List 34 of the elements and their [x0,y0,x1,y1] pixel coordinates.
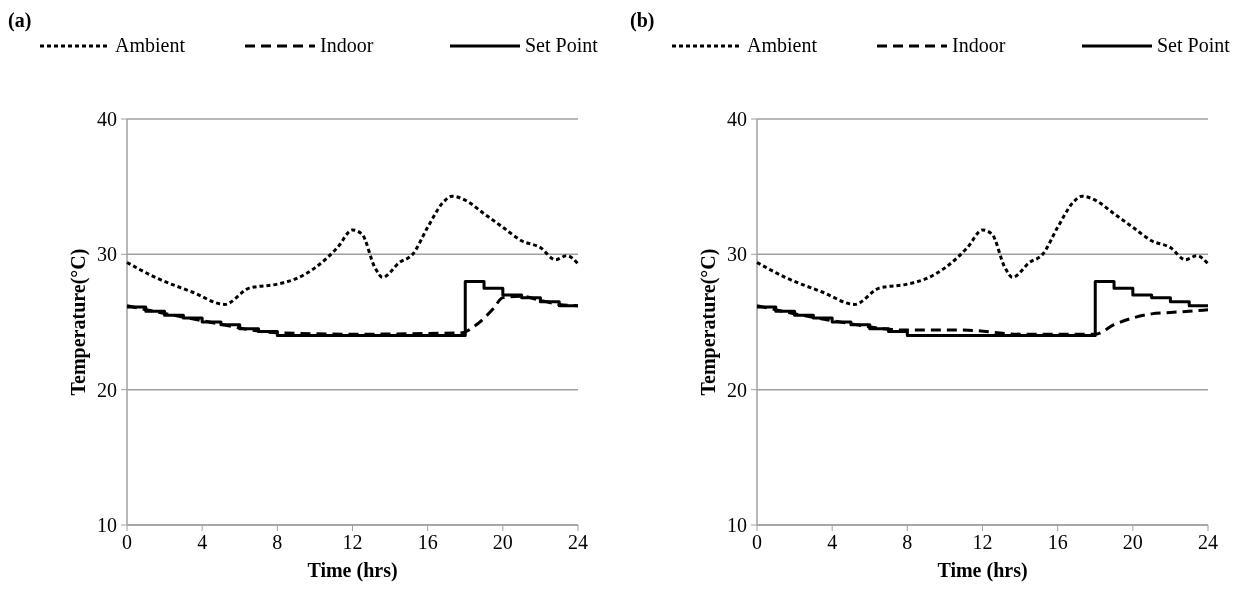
y-tick-label: 30 [97,243,117,266]
chart-title: (a) [8,9,32,32]
y-tick-label: 20 [97,378,117,401]
x-tick-label: 12 [342,531,363,553]
legend-label: Ambient [747,34,818,56]
x-tick-label: 20 [492,531,513,553]
legend-label: Indoor [952,34,1006,56]
y-axis-title: Temperature(°C) [67,248,90,396]
legend-label: Indoor [320,34,374,56]
y-axis-title: Temperature(°C) [697,248,720,396]
x-tick-label: 0 [122,531,132,553]
y-tick-label: 40 [727,108,747,130]
legend-label: Set Point [525,34,599,56]
x-tick-label: 4 [197,531,208,553]
legend-label: Set Point [1157,34,1231,56]
y-tick-label: 30 [727,243,747,266]
y-tick-label: 20 [727,378,747,401]
x-axis-title: Time (hrs) [307,559,398,582]
x-tick-label: 4 [827,531,838,553]
x-tick-label: 16 [1047,531,1068,553]
x-tick-label: 12 [972,531,993,553]
y-tick-label: 10 [727,514,747,536]
y-tick-label: 40 [97,108,117,130]
x-tick-label: 24 [1198,531,1218,553]
x-tick-label: 8 [272,531,283,553]
x-tick-label: 0 [752,531,762,553]
chart-title: (b) [630,9,655,32]
y-tick-label: 10 [97,514,117,536]
x-tick-label: 24 [568,531,588,553]
x-tick-label: 8 [902,531,913,553]
x-axis-title: Time (hrs) [937,559,1028,582]
x-tick-label: 16 [417,531,438,553]
x-tick-label: 20 [1122,531,1143,553]
legend-label: Ambient [115,34,186,56]
